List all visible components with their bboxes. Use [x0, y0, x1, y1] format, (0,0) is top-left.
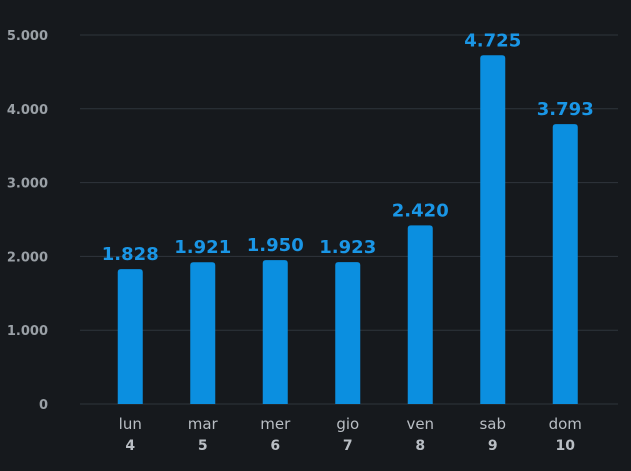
bar — [335, 262, 361, 404]
bar — [117, 269, 143, 404]
x-tick-day: ven — [406, 415, 434, 433]
bar-value-label: 1.828 — [102, 244, 159, 265]
x-tick-date: 8 — [415, 438, 425, 454]
bar — [262, 260, 288, 404]
bar-value-label: 4.725 — [464, 30, 521, 51]
bars — [117, 55, 578, 405]
x-tick-day: lun — [119, 415, 142, 433]
x-tick-date: 10 — [556, 438, 576, 454]
bar — [552, 124, 578, 404]
bar-value-labels: 1.828 1.921 1.950 1.923 2.420 4.725 3.793 — [102, 30, 594, 265]
bar-value-label: 2.420 — [392, 200, 449, 221]
gridlines — [80, 34, 618, 405]
y-tick-label: 2.000 — [7, 250, 48, 265]
x-tick-day: mar — [188, 415, 219, 433]
x-tick-day: mer — [260, 415, 291, 433]
y-tick-label: 4.000 — [7, 103, 48, 118]
bar — [190, 262, 216, 404]
x-tick-date: 6 — [270, 438, 280, 454]
x-axis-ticks: lun 4 mar 5 mer 6 gio 7 ven 8 sab 9 dom 10 — [119, 415, 582, 454]
y-tick-label: 3.000 — [7, 177, 48, 192]
bar-value-label: 3.793 — [537, 99, 594, 120]
y-axis-ticks: 0 1.000 2.000 3.000 4.000 5.000 — [7, 29, 48, 413]
y-tick-label: 1.000 — [7, 324, 48, 339]
bar-value-label: 1.923 — [319, 237, 376, 258]
x-tick-date: 7 — [343, 438, 353, 454]
x-tick-date: 4 — [125, 438, 135, 454]
x-tick-day: sab — [479, 415, 506, 433]
bar — [480, 55, 506, 405]
y-tick-label: 0 — [39, 398, 48, 413]
x-tick-date: 9 — [488, 438, 498, 454]
bar-value-label: 1.921 — [174, 237, 231, 258]
x-tick-day: dom — [549, 415, 582, 433]
bar-value-label: 1.950 — [247, 235, 304, 256]
x-tick-date: 5 — [198, 438, 208, 454]
x-tick-day: gio — [336, 415, 359, 433]
y-tick-label: 5.000 — [7, 29, 48, 44]
bar — [407, 225, 433, 404]
